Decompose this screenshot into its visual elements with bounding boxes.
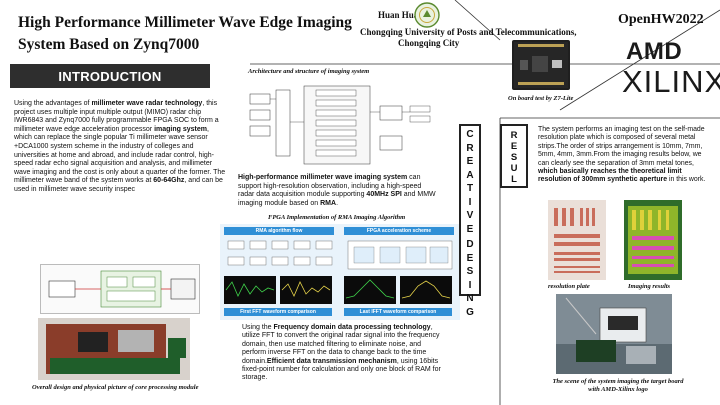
core-module-photo	[38, 318, 190, 380]
amd-logo: AMD	[626, 38, 683, 65]
core-module-diagram	[40, 264, 200, 314]
fpga-scheme-label: FPGA acceleration scheme	[344, 227, 454, 235]
author-name: Huan Huang	[378, 10, 428, 20]
board-caption: On board test by Z7-Lite	[508, 95, 574, 102]
imaging-results-caption: Imaging results	[628, 283, 671, 290]
ifft-comparison-label: Last IFFT waveform comparison	[344, 308, 452, 316]
imaging-results-photo	[624, 200, 682, 280]
poster-title: High Performance Millimeter Wave Edge Im…	[18, 14, 352, 53]
creative-design-frame	[459, 124, 481, 296]
design-vertical-label: D E S I N G	[466, 239, 474, 318]
fft-waveform-1	[224, 276, 276, 304]
imaging-scene-photo	[556, 294, 672, 374]
introduction-text: Using the advantages of millimeter wave …	[14, 100, 226, 193]
xilinx-logo: XILINX	[622, 64, 720, 99]
rma-text: Using the Frequency domain data processi…	[242, 324, 441, 382]
result-text: The system performs an imaging test on t…	[538, 126, 706, 184]
imaging-scene-caption: The scene of the system imaging the targ…	[552, 378, 684, 393]
fft-comparison-label: First FFT waveform comparison	[224, 308, 332, 316]
rma-flow-diagram	[227, 240, 453, 270]
ifft-waveform-1	[344, 276, 396, 304]
introduction-banner: INTRODUCTION	[10, 64, 210, 88]
architecture-title: Architecture and structure of imaging sy…	[248, 68, 370, 75]
resolution-plate-photo	[548, 200, 606, 280]
fft-waveform-2	[280, 276, 332, 304]
conference-name: OpenHW2022	[618, 12, 704, 27]
architecture-diagram	[246, 82, 436, 168]
board-photo	[512, 40, 570, 90]
rma-flow-label: RMA algorithm flow	[224, 227, 334, 235]
core-module-caption: Overall design and physical picture of c…	[32, 384, 199, 391]
university-seal	[414, 2, 440, 28]
ifft-waveform-2	[400, 276, 452, 304]
affiliation: Chongqing University of Posts and Teleco…	[360, 27, 577, 37]
rma-figure: RMA algorithm flow FPGA acceleration sch…	[220, 224, 460, 320]
resolution-plate-caption: resolution plate	[548, 283, 590, 290]
result-frame	[500, 124, 528, 188]
architecture-text: High-performance millimeter wave imaging…	[238, 174, 436, 207]
result-vertical-label: R E S U L	[510, 130, 518, 185]
creative-vertical-label: C R E A T I V E	[466, 129, 474, 235]
affiliation-city: Chongqing City	[398, 38, 460, 48]
rma-title: FPGA Implementation of RMA Imaging Algor…	[268, 214, 406, 221]
